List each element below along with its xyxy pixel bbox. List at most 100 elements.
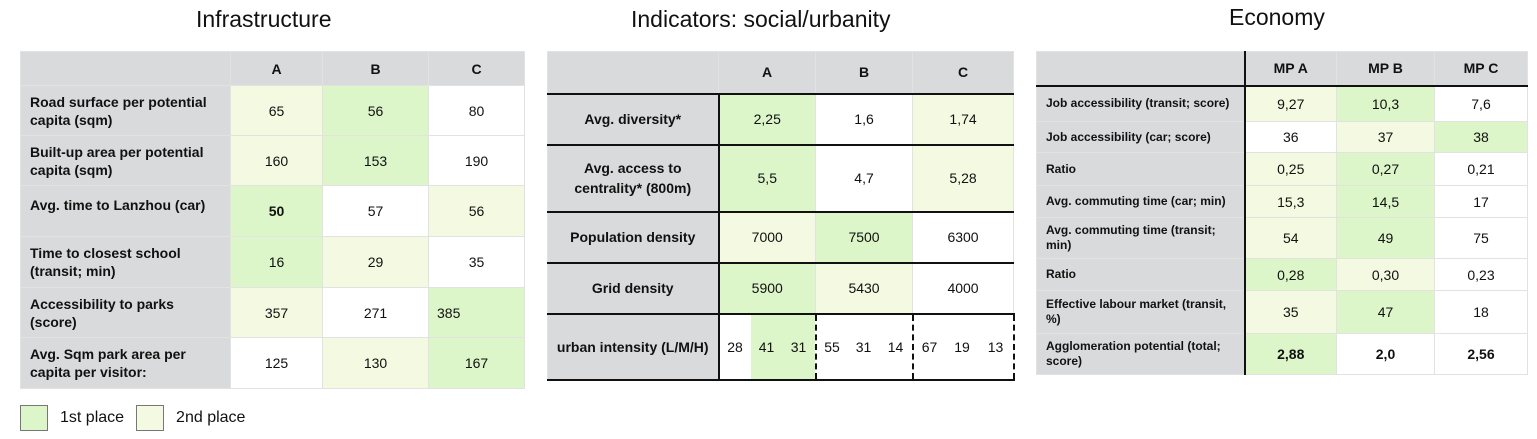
value-cell: 80	[428, 85, 525, 136]
value-cell: 1,74	[912, 93, 1015, 146]
table-row: Avg. time to Lanzhou (car) 50 57 56	[20, 185, 525, 237]
value-cell: 9,27	[1244, 85, 1337, 122]
value-cell: 5,5	[717, 144, 817, 213]
value-cell: 357	[230, 287, 323, 338]
row-label: Avg. diversity*	[547, 93, 720, 146]
table-row: Agglomeration potential (total; score) 2,…	[1036, 333, 1528, 375]
value-cell: 29	[322, 236, 429, 288]
value-cell: 5900	[717, 262, 817, 315]
row-label: urban intensity (L/M/H)	[547, 313, 720, 380]
value-cell: 167	[428, 337, 525, 389]
intensity-value: 67	[912, 313, 946, 380]
value-cell: 2,56	[1434, 333, 1528, 375]
value-cell: 4000	[912, 262, 1015, 315]
value-cell: 2,0	[1336, 333, 1435, 375]
value-cell: 190	[428, 135, 525, 186]
legend: 1st place 2nd place	[20, 405, 257, 431]
row-label: Avg. commuting time (transit; min)	[1036, 217, 1246, 259]
social-urbanity-table: A B C Avg. diversity* 2,25 1,6 1,74 Avg. acc…	[547, 51, 1015, 381]
table-row: Avg. diversity* 2,25 1,6 1,74	[547, 93, 1015, 146]
row-label: Agglomeration potential (total; score)	[1036, 333, 1246, 375]
intensity-value: 31	[782, 313, 817, 380]
value-cell: 7000	[717, 211, 817, 264]
intensity-value: 28	[718, 313, 751, 380]
first-place-label: 1st place	[60, 409, 125, 426]
row-label: Avg. commuting time (car; min)	[1036, 185, 1246, 218]
table-row: Grid density 5900 5430 4000	[547, 262, 1015, 315]
row-label: Job accessibility (transit; score)	[1036, 85, 1246, 122]
value-cell: 18	[1434, 290, 1528, 334]
value-cell: 153	[322, 135, 429, 186]
value-cell: 54	[1244, 217, 1337, 259]
row-label: Ratio	[1036, 258, 1246, 291]
value-cell: 57	[322, 185, 429, 237]
second-place-swatch	[136, 405, 165, 431]
value-cell: 0,21	[1434, 152, 1528, 186]
value-cell: 38	[1434, 121, 1528, 153]
value-cell: 385	[428, 287, 525, 338]
value-cell: 2,25	[717, 93, 817, 146]
table-row: Time to closest school (transit; min) 16 2…	[20, 236, 525, 288]
row-label-text: Agglomeration potential (total; score)	[1046, 339, 1221, 368]
intensity-value: 41	[750, 313, 783, 380]
row-label: Built-up area per potential capita (sqm)	[20, 135, 231, 186]
table-row: Ratio 0,28 0,30 0,23	[1036, 258, 1528, 291]
value-cell: 35	[428, 236, 525, 288]
intensity-value: 31	[847, 313, 880, 380]
row-label: Job accessibility (car; score)	[1036, 121, 1246, 153]
value-cell: 47	[1336, 290, 1435, 334]
value-cell: 49	[1336, 217, 1435, 259]
table-row: Avg. commuting time (car; min) 15,3 14,5 17	[1036, 185, 1528, 218]
table-row: Accessibility to parks (score) 357 271 385	[20, 287, 525, 338]
value-cell: 65	[230, 85, 323, 136]
table-row: Avg. Sqm park area per capita per visito…	[20, 337, 525, 389]
value-cell: 10,3	[1336, 85, 1435, 122]
column-header: A	[717, 51, 817, 95]
corner-cell	[1036, 51, 1246, 87]
value-cell: 37	[1336, 121, 1435, 153]
column-header: MP C	[1434, 51, 1528, 87]
value-cell: 5,28	[912, 144, 1015, 213]
table-row: Effective labour market (transit, %) 35 47…	[1036, 290, 1528, 334]
row-label-text: Effective labour market (transit, %)	[1046, 297, 1227, 326]
table-row: Avg. access to centrality* (800m) 5,5 4,7 5…	[547, 144, 1015, 213]
row-label: Grid density	[547, 262, 720, 315]
value-cell: 15,3	[1244, 185, 1337, 218]
table-row: Job accessibility (car; score) 36 37 38	[1036, 121, 1528, 153]
table-header-row: A B C	[547, 51, 1015, 95]
column-header: B	[815, 51, 914, 95]
table-row: Population density 7000 7500 6300	[547, 211, 1015, 264]
economy-title: Economy	[1229, 4, 1325, 30]
row-label: Population density	[547, 211, 720, 264]
row-label-text: Ratio	[1046, 161, 1076, 176]
value-cell: 125	[230, 337, 323, 389]
infrastructure-title: Infrastructure	[196, 6, 332, 32]
row-label: Effective labour market (transit, %)	[1036, 290, 1246, 334]
second-place-label: 2nd place	[176, 409, 246, 426]
table-row: Road surface per potential capita (sqm) 6…	[20, 85, 525, 136]
value-cell: 271	[322, 287, 429, 338]
row-label: Ratio	[1036, 152, 1246, 186]
value-cell: 35	[1244, 290, 1337, 334]
value-cell: 130	[322, 337, 429, 389]
value-cell: 7,6	[1434, 85, 1528, 122]
infrastructure-table: A B C Road surface per potential capita …	[20, 51, 525, 389]
table-row: Job accessibility (transit; score) 9,27 10…	[1036, 85, 1528, 122]
column-header: A	[230, 51, 323, 86]
row-label: Time to closest school (transit; min)	[20, 236, 231, 288]
corner-cell	[20, 51, 231, 86]
value-cell: 17	[1434, 185, 1528, 218]
corner-cell	[547, 51, 719, 95]
value-cell: 50	[230, 185, 323, 237]
value-cell: 36	[1244, 121, 1337, 153]
column-header: MP B	[1336, 51, 1435, 87]
table-row: Built-up area per potential capita (sqm)…	[20, 135, 525, 186]
column-header: C	[912, 51, 1015, 95]
value-cell: 0,27	[1336, 152, 1435, 186]
value-cell: 6300	[912, 211, 1015, 264]
row-label: Avg. Sqm park area per capita per visito…	[20, 337, 231, 389]
social-title: Indicators: social/urbanity	[631, 6, 891, 32]
intensity-value: 55	[815, 313, 848, 380]
value-cell: 1,6	[815, 93, 914, 146]
value-cell: 4,7	[815, 144, 914, 213]
